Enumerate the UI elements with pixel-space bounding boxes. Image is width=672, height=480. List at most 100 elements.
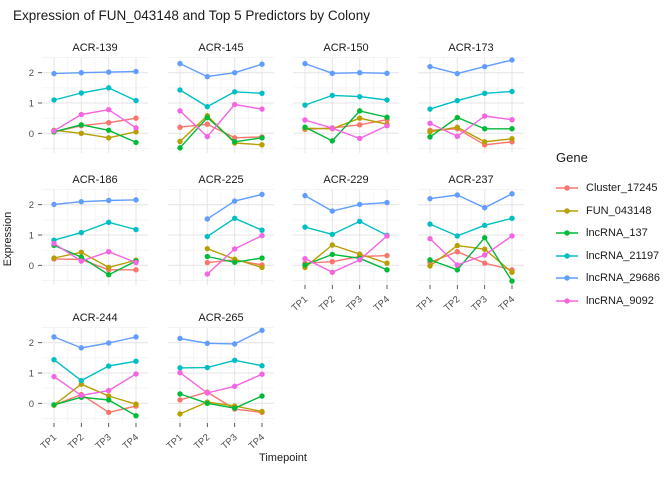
series-line-lncRNA_137 xyxy=(179,393,263,409)
data-point-lncRNA_9092 xyxy=(454,133,460,140)
series-line-FUN_043148 xyxy=(304,117,388,130)
data-point-lncRNA_9092 xyxy=(232,101,238,108)
data-point-lncRNA_9092 xyxy=(482,252,488,258)
series-line-lncRNA_137 xyxy=(429,116,513,138)
legend-label: lncRNA_21197 xyxy=(586,249,660,262)
series-line-Cluster_17245 xyxy=(179,123,263,139)
data-point-lncRNA_21197 xyxy=(384,97,390,103)
series-line-Cluster_17245 xyxy=(53,393,137,414)
y-tick-label: 1 xyxy=(29,99,34,110)
series-line-lncRNA_9092 xyxy=(179,372,263,394)
y-axis-title: Expression xyxy=(2,211,14,267)
legend-label: FUN_043148 xyxy=(586,204,652,217)
data-point-FUN_043148 xyxy=(204,245,210,252)
data-point-lncRNA_21197 xyxy=(204,233,210,240)
data-point-Cluster_17245 xyxy=(133,115,139,121)
series-line-Cluster_17245 xyxy=(53,258,137,271)
data-point-Cluster_17245 xyxy=(177,124,183,130)
legend-key-icon xyxy=(556,208,578,214)
legend-key-icon xyxy=(556,275,578,281)
data-point-lncRNA_137 xyxy=(177,391,183,397)
data-point-lncRNA_137 xyxy=(106,127,112,133)
data-point-lncRNA_9092 xyxy=(232,246,238,252)
series-line-lncRNA_9092 xyxy=(179,103,263,138)
data-point-lncRNA_9092 xyxy=(329,269,335,275)
y-tick-label: 1 xyxy=(29,231,34,242)
legend-entry-Cluster_17245: Cluster_17245 xyxy=(556,177,660,200)
series-line-lncRNA_29686 xyxy=(53,336,137,349)
data-point-lncRNA_9092 xyxy=(106,106,112,113)
series-line-lncRNA_137 xyxy=(53,396,137,417)
legend-label: lncRNA_137 xyxy=(586,227,648,240)
data-point-lncRNA_29686 xyxy=(51,334,57,340)
data-point-lncRNA_29686 xyxy=(51,201,57,208)
data-point-Cluster_17245 xyxy=(106,120,112,126)
data-point-Cluster_17245 xyxy=(204,259,210,266)
data-point-lncRNA_29686 xyxy=(106,340,112,346)
data-point-lncRNA_29686 xyxy=(384,70,390,77)
x-tick-label: TP1 xyxy=(39,432,59,452)
data-point-lncRNA_9092 xyxy=(204,133,210,140)
series-line-FUN_043148 xyxy=(53,129,137,139)
facet-title: ACR-150 xyxy=(323,42,368,54)
data-point-lncRNA_21197 xyxy=(454,97,460,104)
data-point-lncRNA_21197 xyxy=(106,363,112,369)
data-point-lncRNA_21197 xyxy=(177,365,183,371)
data-point-lncRNA_21197 xyxy=(259,363,265,369)
data-point-FUN_043148 xyxy=(329,242,335,248)
legend-entry-lncRNA_9092: lncRNA_9092 xyxy=(556,290,660,313)
legend-key-icon xyxy=(556,298,578,304)
data-point-lncRNA_29686 xyxy=(259,61,265,67)
data-point-FUN_043148 xyxy=(427,129,433,135)
data-point-lncRNA_29686 xyxy=(329,70,335,77)
data-point-lncRNA_21197 xyxy=(302,224,308,230)
x-tick-label: TP1 xyxy=(290,294,310,314)
data-point-lncRNA_9092 xyxy=(177,108,183,114)
data-point-FUN_043148 xyxy=(259,142,265,148)
x-axis-title: Timepoint xyxy=(259,452,307,464)
data-point-FUN_043148 xyxy=(509,136,515,142)
data-point-FUN_043148 xyxy=(509,269,515,275)
x-tick-label: TP3 xyxy=(469,294,489,314)
legend-label: lncRNA_9092 xyxy=(586,294,654,307)
data-point-lncRNA_137 xyxy=(357,108,363,114)
x-tick-label: TP2 xyxy=(192,432,212,452)
data-point-lncRNA_29686 xyxy=(78,198,84,205)
data-point-lncRNA_29686 xyxy=(232,70,238,76)
data-point-lncRNA_9092 xyxy=(78,392,84,399)
data-point-lncRNA_137 xyxy=(78,122,84,128)
data-point-lncRNA_29686 xyxy=(302,192,308,199)
series-line-FUN_043148 xyxy=(179,401,263,415)
data-point-lncRNA_137 xyxy=(427,134,433,140)
data-point-lncRNA_9092 xyxy=(509,116,515,123)
data-point-lncRNA_137 xyxy=(384,114,390,120)
facet-title: ACR-139 xyxy=(72,42,117,54)
data-point-FUN_043148 xyxy=(259,408,265,415)
data-point-lncRNA_29686 xyxy=(106,197,112,204)
data-point-lncRNA_9092 xyxy=(259,371,265,377)
x-tick-label: TP4 xyxy=(121,432,141,452)
series-line-lncRNA_137 xyxy=(53,124,137,144)
data-point-lncRNA_137 xyxy=(482,126,488,132)
legend-key-icon xyxy=(556,185,578,191)
data-point-FUN_043148 xyxy=(357,115,363,121)
series-line-lncRNA_21197 xyxy=(179,89,263,108)
data-point-lncRNA_137 xyxy=(427,257,433,263)
data-point-FUN_043148 xyxy=(482,246,488,252)
data-point-Cluster_17245 xyxy=(454,248,460,255)
data-point-lncRNA_29686 xyxy=(106,69,112,75)
data-point-lncRNA_9092 xyxy=(51,240,57,247)
data-point-lncRNA_29686 xyxy=(78,345,84,351)
data-point-lncRNA_137 xyxy=(232,259,238,265)
legend-key-point xyxy=(564,253,570,259)
data-point-lncRNA_21197 xyxy=(51,97,57,103)
data-point-lncRNA_29686 xyxy=(204,73,210,80)
chart-title: Expression of FUN_043148 and Top 5 Predi… xyxy=(13,8,370,23)
data-point-lncRNA_21197 xyxy=(177,87,183,93)
data-point-lncRNA_29686 xyxy=(232,198,238,204)
data-point-lncRNA_29686 xyxy=(509,191,515,197)
y-tick-label: 1 xyxy=(29,369,34,380)
y-tick-label: 0 xyxy=(29,261,34,272)
data-point-lncRNA_29686 xyxy=(259,191,265,198)
data-point-FUN_043148 xyxy=(133,129,139,135)
